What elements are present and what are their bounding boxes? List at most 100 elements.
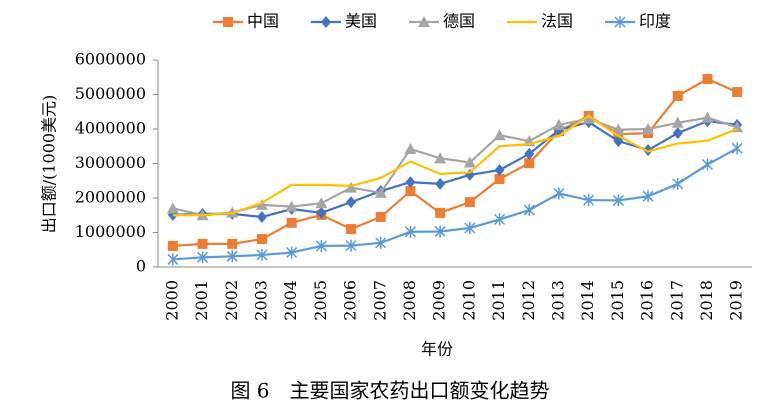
- marker: [643, 144, 654, 157]
- marker: [255, 198, 268, 210]
- x-tick-label: 2013: [548, 280, 567, 321]
- marker: [434, 225, 446, 238]
- x-tick-label: 2002: [222, 280, 241, 321]
- x-tick-label: 2011: [489, 280, 508, 321]
- marker: [612, 123, 625, 135]
- x-tick-label: 2006: [341, 280, 360, 321]
- marker: [731, 142, 743, 155]
- series-line: [172, 114, 738, 217]
- x-tick-label: 2012: [519, 280, 538, 321]
- x-tick-label: 2016: [638, 280, 657, 321]
- legend-label: 德国: [443, 12, 475, 31]
- marker: [315, 239, 327, 252]
- marker: [256, 210, 267, 223]
- marker: [553, 187, 565, 200]
- marker: [405, 186, 416, 197]
- marker: [404, 143, 417, 155]
- marker: [167, 240, 178, 251]
- marker: [671, 116, 684, 128]
- marker: [285, 200, 298, 212]
- marker: [524, 147, 535, 160]
- marker: [672, 90, 683, 101]
- caption: 图 6 主要国家农药出口额变化趋势: [230, 379, 549, 403]
- marker: [197, 238, 208, 249]
- marker: [642, 123, 655, 134]
- x-tick-label: 2009: [430, 280, 449, 321]
- y-tick-label: 6000000: [75, 50, 146, 69]
- marker: [346, 224, 357, 235]
- marker: [434, 152, 447, 164]
- marker: [672, 177, 684, 190]
- marker: [494, 174, 505, 185]
- y-tick-label: 4000000: [75, 119, 146, 138]
- x-tick-label: 2017: [667, 280, 686, 321]
- x-tick-label: 2019: [727, 280, 746, 321]
- x-tick-label: 2001: [192, 280, 211, 321]
- x-tick-label: 2010: [459, 280, 478, 321]
- y-tick-label: 3000000: [75, 153, 146, 172]
- y-axis-label: 出口额/(1000美元): [40, 95, 59, 234]
- marker: [493, 129, 506, 141]
- x-tick-label: 2008: [400, 280, 419, 321]
- marker: [612, 194, 624, 207]
- legend-marker: [223, 17, 233, 27]
- x-tick-label: 2000: [162, 280, 181, 321]
- marker: [346, 196, 357, 209]
- series-line: [172, 116, 738, 217]
- marker: [582, 112, 595, 124]
- x-tick-label: 2005: [311, 280, 330, 321]
- marker: [642, 190, 654, 203]
- y-tick-label: 0: [136, 257, 146, 276]
- marker: [404, 225, 416, 238]
- marker: [583, 194, 595, 207]
- marker: [524, 158, 535, 169]
- marker: [552, 118, 565, 130]
- marker: [315, 197, 328, 209]
- legend-label: 印度: [639, 12, 671, 31]
- x-tick-label: 2018: [697, 280, 716, 321]
- marker: [227, 238, 238, 249]
- x-tick-label: 2015: [608, 280, 627, 321]
- marker: [672, 127, 683, 140]
- marker: [464, 197, 475, 208]
- marker: [405, 176, 416, 189]
- marker: [256, 234, 267, 245]
- legend-marker: [614, 16, 626, 28]
- marker: [256, 248, 268, 261]
- marker: [494, 164, 505, 177]
- marker: [701, 111, 714, 123]
- x-tick-label: 2004: [281, 280, 300, 321]
- marker: [702, 73, 713, 84]
- marker: [286, 217, 297, 228]
- x-axis-label: 年份: [421, 340, 453, 359]
- marker: [345, 239, 357, 252]
- marker: [226, 250, 238, 263]
- marker: [166, 202, 179, 214]
- legend-label: 中国: [247, 12, 279, 31]
- x-tick-label: 2003: [251, 280, 270, 321]
- marker: [494, 213, 506, 226]
- marker: [345, 181, 358, 193]
- marker: [375, 236, 387, 249]
- y-tick-label: 5000000: [75, 84, 146, 103]
- marker: [197, 251, 209, 264]
- y-tick-label: 2000000: [75, 188, 146, 207]
- marker: [226, 206, 239, 218]
- marker: [463, 156, 476, 168]
- marker: [374, 186, 387, 198]
- marker: [316, 206, 327, 219]
- marker: [523, 204, 535, 217]
- marker: [435, 207, 446, 218]
- legend-marker: [418, 16, 430, 27]
- legend-label: 美国: [345, 12, 377, 31]
- x-tick-label: 2007: [370, 280, 389, 321]
- marker: [464, 222, 476, 235]
- y-tick-label: 1000000: [75, 222, 146, 241]
- legend-label: 法国: [541, 12, 573, 31]
- marker: [167, 253, 179, 266]
- marker: [732, 87, 743, 98]
- marker: [286, 246, 298, 259]
- x-tick-label: 2014: [578, 280, 597, 321]
- marker: [435, 177, 446, 190]
